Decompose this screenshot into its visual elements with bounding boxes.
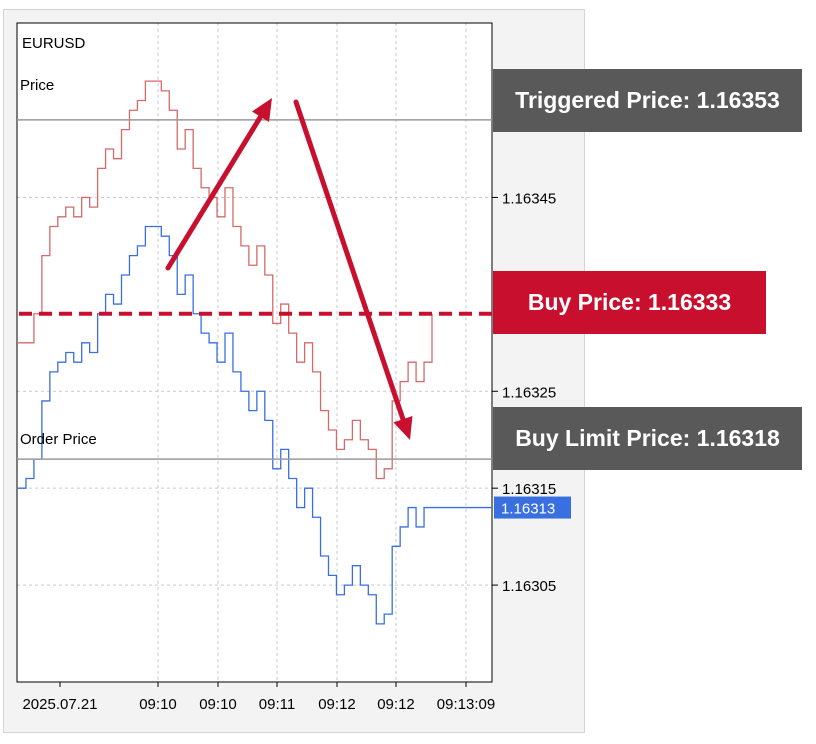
arrow-layer (165, 98, 413, 440)
current-price-tag (494, 496, 571, 519)
current-price-tag-label: 1.16313 (501, 501, 555, 518)
down-arrow-shaft (293, 99, 406, 422)
buy-limit-price-callout: Buy Limit Price: 1.16318 (493, 407, 802, 470)
down-arrow-head (393, 415, 413, 440)
symbol-label: EURUSD (22, 35, 86, 52)
up-arrow-head (251, 98, 272, 122)
axes: 1.16345 1.16325 1.16315 1.16305 2025.07.21 09… (22, 190, 571, 713)
x-tick-label: 09:12 (377, 696, 415, 713)
y-tick-label: 1.16315 (502, 481, 556, 498)
price-line-label: Price (20, 77, 54, 94)
x-tick-label: 09:11 (259, 696, 295, 713)
x-tick-label: 09:12 (318, 696, 356, 713)
y-tick-label: 1.16325 (502, 384, 556, 401)
y-tick-label: 1.16345 (502, 190, 556, 207)
x-tick-label: 09:10 (139, 696, 177, 713)
plot-area (16, 22, 493, 683)
order-price-line-label: Order Price (20, 431, 97, 448)
up-arrow-shaft (165, 114, 264, 271)
x-tick-label: 2025.07.21 (22, 696, 97, 713)
price-series-line (18, 80, 433, 480)
x-tick-label: 09:10 (199, 696, 237, 713)
series-layer (18, 80, 492, 625)
y-tick-label: 1.16305 (502, 578, 556, 595)
buy-price-callout: Buy Price: 1.16333 (493, 271, 766, 334)
level-layer (17, 119, 492, 460)
x-tick-label: 09:13:09 (437, 696, 495, 713)
label-layer: EURUSD Price Order Price (20, 35, 97, 448)
order-price-series-line (18, 225, 492, 625)
triggered-price-callout: Triggered Price: 1.16353 (493, 69, 802, 132)
